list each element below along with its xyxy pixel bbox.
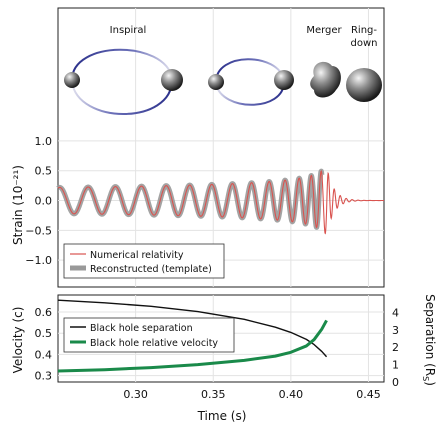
bottom-y2label: Separation (RS) <box>421 294 436 386</box>
top-ytick-4: −1.0 <box>25 254 52 267</box>
separation-line <box>57 299 328 358</box>
velocity-line <box>57 319 328 373</box>
bottom-xtick-1: 0.35 <box>201 388 226 401</box>
bottom-left-ticks: 0.6 0.5 0.4 0.3 <box>35 306 53 383</box>
template-waveform <box>55 168 325 230</box>
bottom-xtick-0: 0.30 <box>123 388 148 401</box>
black-hole-2b <box>274 70 294 90</box>
nr-waveform <box>57 169 384 235</box>
bottom-y2tick-3: 1 <box>392 359 399 372</box>
top-y-ticks: 1.0 0.5 0.0 −0.5 −1.0 <box>25 135 52 267</box>
legend-separation-label: Black hole separation <box>90 323 193 334</box>
top-ytick-2: 0.0 <box>35 195 53 208</box>
orbit-path-2b <box>215 81 285 106</box>
black-hole-1a <box>64 72 80 88</box>
top-ylabel: Strain (10⁻²¹) <box>11 165 25 245</box>
legend-nr-label: Numerical relativity <box>90 250 184 261</box>
xlabel: Time (s) <box>197 409 247 423</box>
legend-velocity-label: Black hole relative velocity <box>90 338 218 349</box>
ringdown-label-1: Ring- <box>351 25 377 36</box>
bottom-y2tick-0: 4 <box>392 306 399 319</box>
orbit-path-1a <box>71 48 173 81</box>
bottom-ytick-0: 0.6 <box>35 306 53 319</box>
bottom-ytick-1: 0.5 <box>35 327 53 340</box>
bottom-ytick-2: 0.4 <box>35 348 53 361</box>
illustration: Inspiral Merger Ring- down <box>64 25 382 115</box>
merger-black-hole <box>310 61 341 98</box>
bottom-ylabel: Velocity (c) <box>11 307 25 374</box>
bottom-y2tick-2: 2 <box>392 341 399 354</box>
bottom-lines <box>57 299 328 373</box>
bottom-xtick-2: 0.40 <box>279 388 304 401</box>
orbit-path-1b <box>71 79 173 115</box>
bottom-xtick-3: 0.45 <box>356 388 381 401</box>
orbit-path-2a <box>215 58 285 83</box>
top-panel-frame <box>57 7 385 288</box>
bottom-y2tick-4: 0 <box>392 376 399 389</box>
merger-label: Merger <box>306 25 342 36</box>
top-ytick-0: 1.0 <box>35 135 53 148</box>
bottom-ytick-3: 0.3 <box>35 370 53 383</box>
bottom-x-ticks: 0.30 0.35 0.40 0.45 <box>123 388 380 401</box>
bottom-legend: Black hole separation Black hole relativ… <box>63 317 235 353</box>
top-ytick-1: 0.5 <box>35 165 53 178</box>
bottom-panel-frame <box>57 294 385 383</box>
ringdown-label-2: down <box>351 38 378 49</box>
bottom-right-ticks: 4 3 2 1 0 <box>392 306 399 389</box>
nr-line <box>57 169 384 235</box>
top-legend: Numerical relativity Reconstructed (temp… <box>63 243 225 279</box>
template-line <box>55 168 325 230</box>
black-hole-2a <box>208 74 224 90</box>
ringdown-black-hole <box>346 68 382 102</box>
legend-template-label: Reconstructed (template) <box>90 264 212 275</box>
bottom-y2tick-1: 3 <box>392 324 399 337</box>
inspiral-label: Inspiral <box>110 25 147 36</box>
black-hole-1b <box>161 69 183 91</box>
top-ytick-3: −0.5 <box>25 224 52 237</box>
